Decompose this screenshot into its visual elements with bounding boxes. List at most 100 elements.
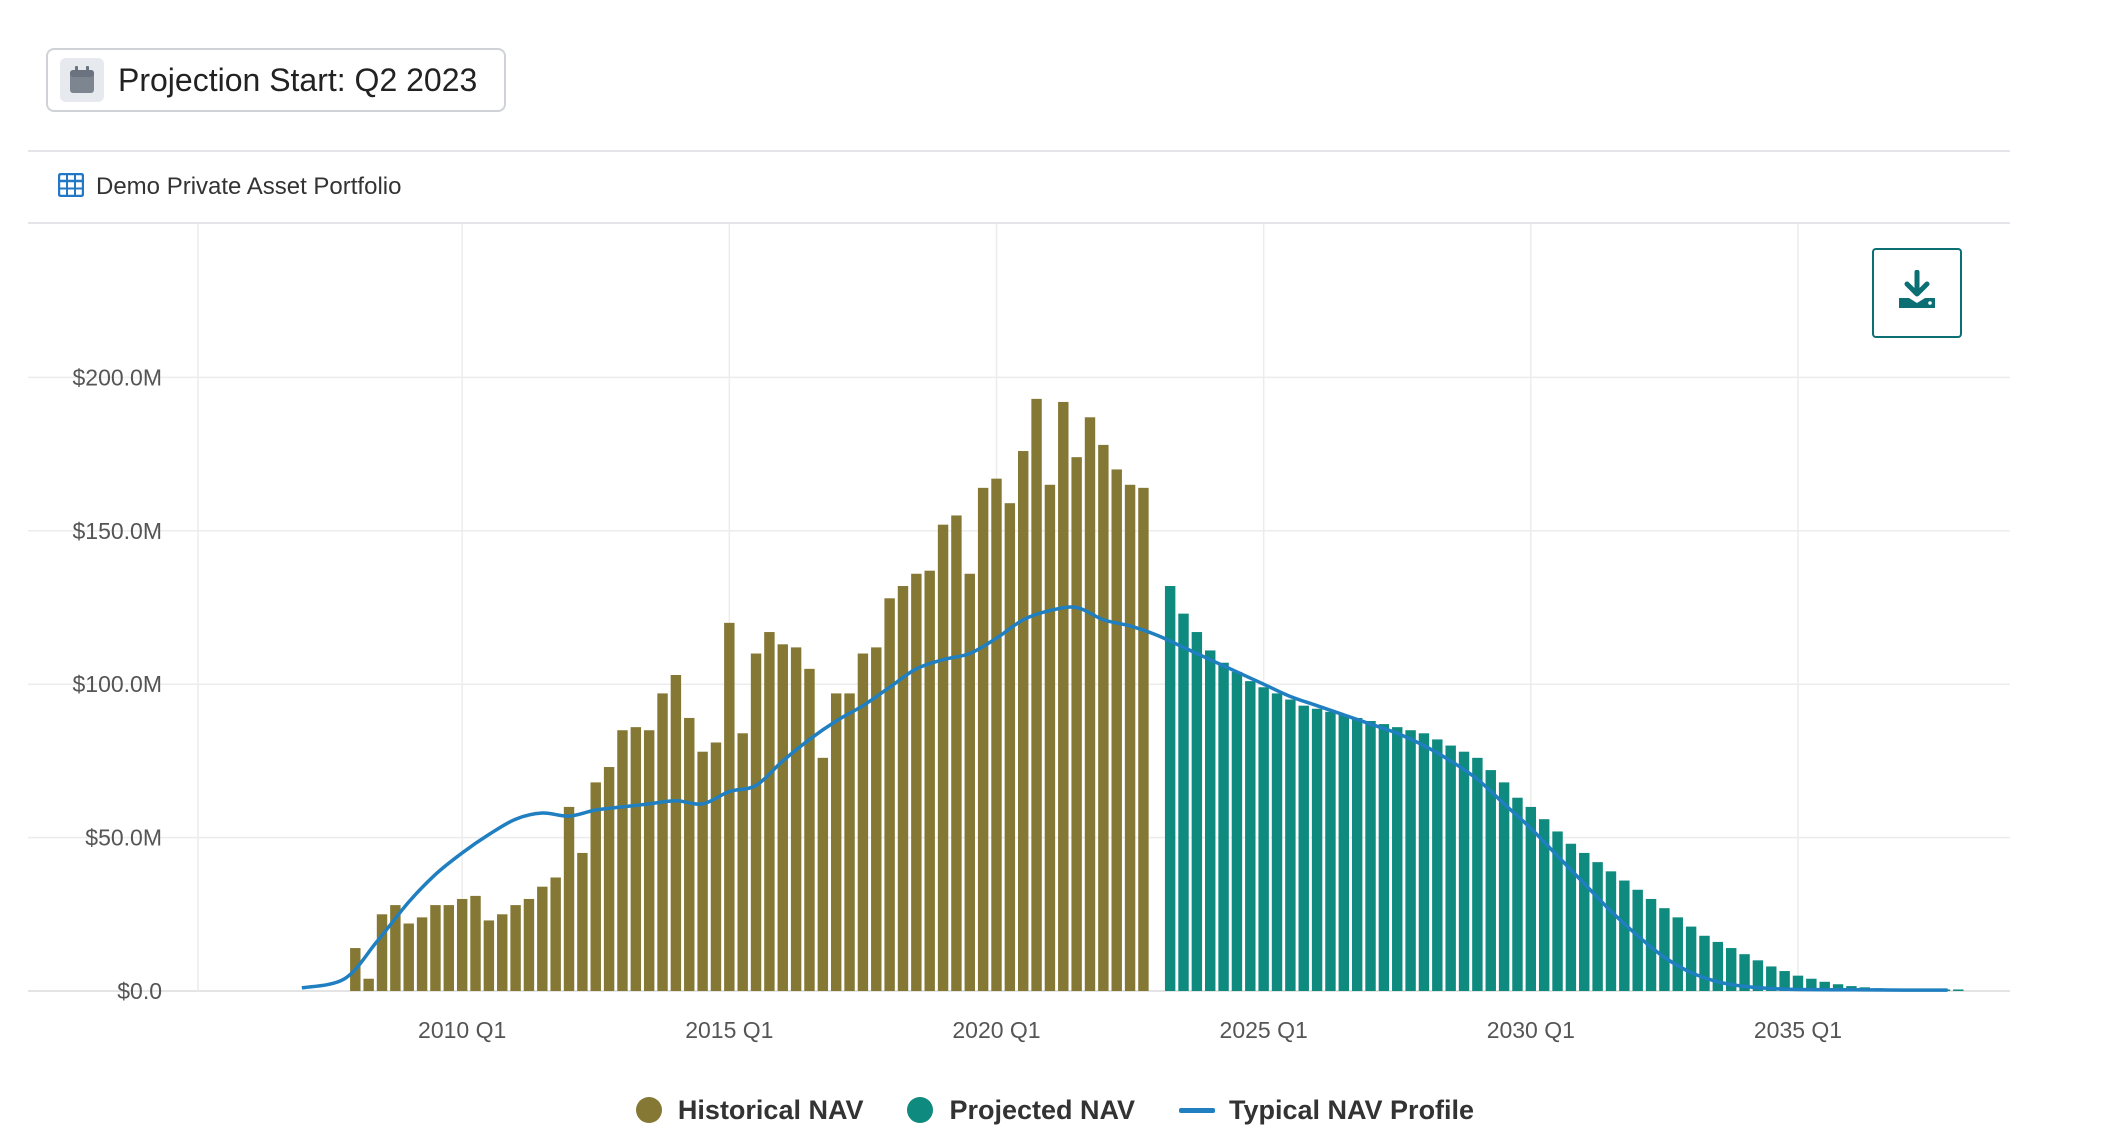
projected-nav-bar [1819,981,1830,991]
historical-nav-bar [911,573,922,991]
historical-nav-bar [430,905,441,991]
x-tick-label: 2035 Q1 [1754,1017,1842,1043]
projected-nav-bar [1271,693,1283,991]
historical-nav-bar [871,647,882,991]
historical-nav-bar [483,920,495,991]
projected-nav-bar [1445,745,1456,991]
historical-nav-bar [1071,457,1082,992]
historical-nav-bar [737,733,748,991]
projected-nav-bar [1806,978,1817,991]
projected-nav-bar [1351,717,1363,991]
projected-nav-bar [1191,632,1203,991]
bars [350,398,1964,992]
legend: Historical NAV Projected NAV Typical NAV… [0,1090,2110,1130]
legend-item-projected[interactable]: Projected NAV [907,1095,1135,1126]
historical-nav-bar [470,895,481,991]
projection-start-button[interactable]: Projection Start: Q2 2023 [46,48,506,112]
y-tick-label: $150.0M [72,518,162,544]
historical-nav-bar [510,905,521,991]
projected-nav-bar [1311,708,1323,991]
historical-nav-bar [670,674,682,991]
projected-nav-bar [1365,721,1376,991]
projected-nav-bar [1178,613,1189,991]
historical-nav-bar [937,524,949,991]
x-tick-label: 2025 Q1 [1220,1017,1308,1043]
historical-nav-bar [443,905,455,991]
projected-nav-bar [1685,926,1697,991]
typical-nav-line [301,605,1948,992]
legend-historical-label: Historical NAV [677,1094,864,1125]
projected-nav-bar [1579,852,1590,991]
calendar-icon [60,58,104,102]
historical-nav-bar [590,782,601,991]
y-tick-label: $100.0M [72,671,162,697]
historical-nav-bar [857,653,869,991]
projected-nav-bar [1752,960,1764,991]
projected-nav-bar [1592,862,1603,991]
historical-nav-bar [697,751,708,991]
projected-nav-bar [1953,989,1964,991]
historical-nav-bar [1044,484,1056,991]
historical-nav-bar [577,852,588,991]
projected-nav-bar [1498,782,1510,991]
projected-nav-bar [1512,797,1523,991]
projected-nav-bar [1565,843,1577,991]
y-axis-ticks: $0.0 $50.0M $100.0M $150.0M $200.0M [72,364,162,1004]
historical-nav-bar [390,905,401,991]
projected-nav-bar [1418,733,1430,991]
nav-chart: $0.0$50.0M$100.0M$150.0M$200.0M 2010 Q1 2… [28,224,2010,1043]
projected-nav-bar [1779,971,1790,991]
historical-nav-bar [790,647,802,991]
historical-nav-bar [563,806,575,991]
historical-nav-bar [897,586,909,991]
legend-typical-label: Typical NAV Profile [1229,1094,1475,1125]
legend-item-historical[interactable]: Historical NAV [635,1094,864,1126]
projected-nav-bar [1525,806,1537,991]
projected-nav-bar [1392,727,1403,991]
download-button[interactable] [1872,248,1962,338]
projected-nav-bar [1164,586,1176,991]
projected-nav-bar [1619,880,1630,991]
projected-nav-bar [1659,908,1670,991]
historical-nav-bar [684,717,695,991]
legend-historical-marker [635,1097,662,1123]
projected-nav-bar [1378,724,1390,991]
projected-nav-bar [1245,681,1256,991]
projected-nav-bar [1205,650,1216,991]
historical-nav-bar [1098,444,1109,991]
projection-start-label: Projection Start: Q2 2023 [118,61,478,98]
historical-nav-bar [750,653,762,991]
projected-nav-bar [1725,948,1737,991]
projected-nav-bar [1739,954,1750,991]
historical-nav-bar [844,693,855,991]
projected-nav-bar [1712,941,1724,991]
historical-nav-bar [617,730,628,991]
historical-nav-bar [804,668,815,991]
historical-nav-bar [363,978,374,991]
projected-nav-bar [1632,889,1643,991]
historical-nav-bar [1031,398,1042,992]
historical-nav-bar [1084,417,1096,991]
legend-item-typical[interactable]: Typical NAV Profile [1179,1095,1474,1126]
historical-nav-bar [1058,401,1069,992]
projected-nav-bar [1472,757,1483,991]
divider [28,222,2010,224]
projected-nav-bar [1766,966,1777,991]
historical-nav-bar [964,573,975,991]
historical-nav-bar [643,730,655,991]
projected-nav-bar [1458,751,1470,991]
x-tick-label: 2020 Q1 [952,1017,1040,1043]
historical-nav-bar [456,898,468,991]
historical-nav-bar [1138,487,1149,991]
projected-nav-bar [1338,714,1350,991]
projected-nav-bar [1231,671,1243,991]
historical-nav-bar [830,693,842,991]
historical-nav-bar [1004,503,1016,991]
x-tick-label: 2030 Q1 [1487,1017,1575,1043]
x-axis-ticks: 2010 Q1 2015 Q1 2020 Q1 2025 Q1 2030 Q1 2035 … [418,1017,1842,1043]
projected-nav-bar [1672,917,1683,991]
historical-nav-bar [777,644,788,991]
projected-nav-bar [1405,730,1416,991]
historical-nav-bar [603,767,615,991]
historical-nav-bar [550,877,561,991]
